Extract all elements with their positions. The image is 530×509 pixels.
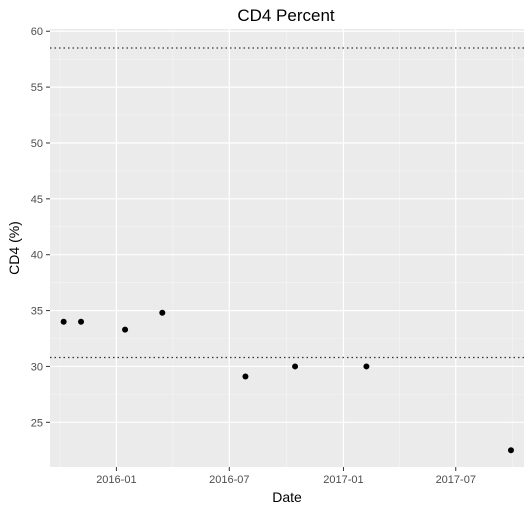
y-tick-label: 35: [31, 306, 43, 318]
y-tick-label: 50: [31, 138, 43, 150]
data-point: [159, 309, 166, 316]
data-point: [60, 318, 67, 325]
x-tick-label: 2016-07: [209, 474, 249, 486]
data-point: [292, 363, 299, 370]
y-tick-label: 30: [31, 361, 43, 373]
y-axis-title: CD4 (%): [6, 221, 22, 275]
minor-gridlines: [50, 29, 524, 467]
data-points: [60, 309, 514, 454]
x-axis-title: Date: [272, 489, 302, 505]
y-tick-label: 45: [31, 194, 43, 206]
y-tick-label: 25: [31, 417, 43, 429]
x-axis: 2016-01 2016-07 2017-01 2017-07: [96, 467, 476, 486]
x-tick-label: 2017-07: [436, 474, 476, 486]
x-tick-label: 2017-01: [323, 474, 363, 486]
y-axis: 25 30 35 40 45 50 55 60: [31, 26, 50, 429]
plot-panel: [50, 29, 524, 467]
data-point: [242, 373, 249, 380]
chart-title: CD4 Percent: [237, 6, 335, 25]
y-tick-label: 55: [31, 82, 43, 94]
x-tick-label: 2016-01: [96, 474, 136, 486]
data-point: [507, 447, 514, 454]
major-gridlines: [50, 29, 524, 467]
y-tick-label: 60: [31, 26, 43, 38]
data-point: [78, 318, 85, 325]
data-point: [363, 363, 370, 370]
y-tick-label: 40: [31, 250, 43, 262]
data-point: [122, 326, 129, 333]
